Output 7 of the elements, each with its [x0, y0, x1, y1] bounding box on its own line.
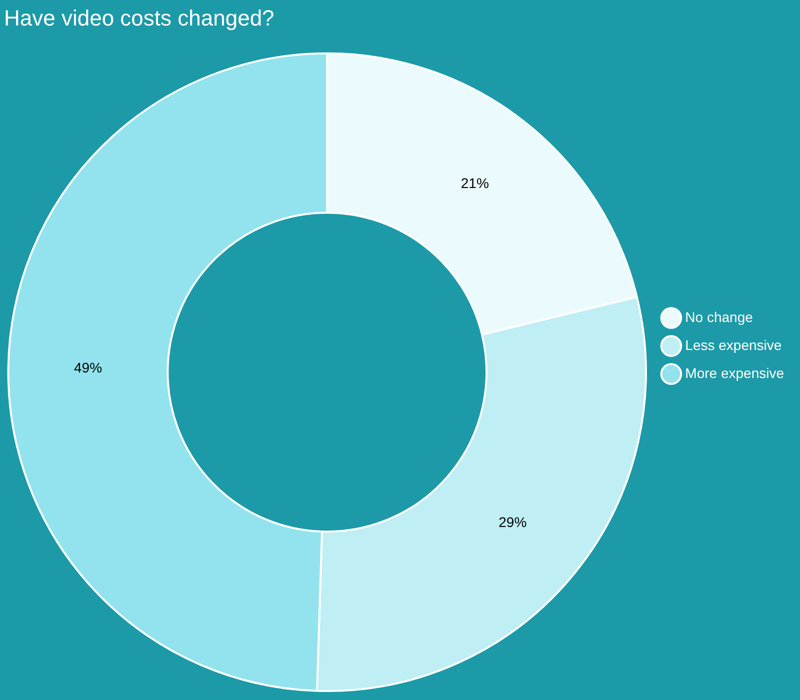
chart-title: Have video costs changed? — [4, 5, 274, 30]
data-label: 29% — [498, 514, 527, 530]
legend-label: Less expensive — [685, 336, 782, 353]
data-label: 49% — [74, 359, 102, 376]
legend-label: No change — [685, 308, 754, 325]
data-label: 21% — [460, 175, 489, 192]
legend-label: More expensive — [685, 364, 784, 381]
